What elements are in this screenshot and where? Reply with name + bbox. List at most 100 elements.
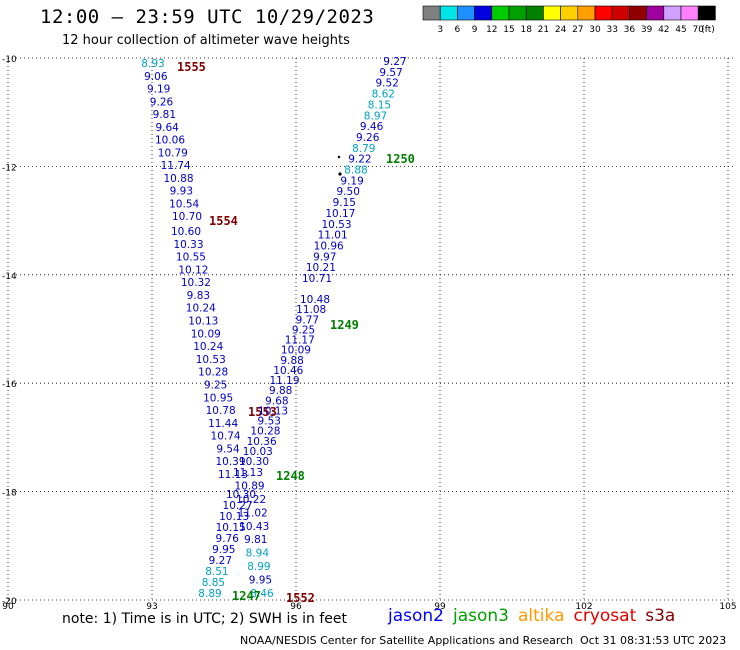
swh-value: 10.09 — [281, 345, 311, 357]
swh-value: 11.01 — [318, 230, 348, 242]
swh-value: 9.25 — [292, 324, 315, 336]
map-title: 12:00 — 23:59 UTC 10/29/2023 — [40, 6, 375, 28]
swh-value: 8.15 — [368, 99, 391, 111]
swh-value: 9.25 — [204, 379, 227, 391]
units-note: note: 1) Time is in UTC; 2) SWH is in fe… — [62, 611, 348, 627]
colorbar-label: 27 — [572, 25, 583, 35]
swh-value: 10.88 — [163, 173, 193, 185]
swh-value: 8.99 — [247, 561, 270, 573]
swh-value: 8.46 — [250, 588, 274, 600]
swh-value: 10.06 — [155, 135, 185, 147]
credit-line: NOAA/NESDIS Center for Satellite Applica… — [240, 634, 574, 647]
colorbar-label: 45 — [675, 25, 686, 35]
colorbar-label: 33 — [606, 25, 617, 35]
swh-value: 10.24 — [186, 303, 216, 315]
swh-value: 11.19 — [269, 375, 299, 387]
lon-label: 105 — [719, 602, 736, 610]
swh-value: 10.13 — [258, 405, 288, 417]
pass-time-label: 1249 — [330, 318, 359, 332]
lon-label: 90 — [2, 602, 14, 610]
swh-value: 11.08 — [296, 304, 326, 316]
swh-value: 9.88 — [269, 385, 292, 397]
swh-value: 11.17 — [285, 335, 315, 347]
swh-value: 9.06 — [144, 71, 168, 83]
swh-value: 9.26 — [356, 132, 380, 144]
colorbar-label: 39 — [641, 25, 653, 35]
legend-s3a: s3a — [645, 606, 676, 626]
track-1249: 10.4811.089.779.2511.1710.099.8810.4611.… — [239, 294, 359, 468]
swh-value: 9.95 — [212, 544, 235, 556]
legend-jason2: jason2 — [388, 606, 444, 626]
swh-value: 11.02 — [238, 507, 268, 519]
colorbar-label: 24 — [555, 25, 567, 35]
pass-time-label: 1553 — [248, 405, 277, 419]
pass-time-label: 1247 — [232, 589, 261, 603]
pass-time-label: 1555 — [177, 60, 206, 74]
swh-value: 9.27 — [209, 555, 232, 567]
colorbar-swatch — [697, 5, 716, 21]
colorbar-label: 3 — [437, 25, 443, 35]
swh-value: 11.44 — [208, 418, 238, 430]
swh-value: 8.93 — [141, 58, 164, 70]
swh-value: 10.32 — [181, 277, 211, 289]
colorbar-unit: (ft) — [701, 25, 715, 35]
swh-value: 8.62 — [372, 89, 395, 101]
lat-label: -10 — [2, 55, 17, 65]
swh-value: 9.52 — [376, 78, 399, 90]
generation-timestamp: Oct 31 08:31:53 UTC 2023 — [580, 634, 727, 647]
colorbar-label: 12 — [486, 25, 497, 35]
swh-value: 10.60 — [171, 226, 201, 238]
colorbar-label: 70 — [692, 25, 704, 35]
lon-label: 102 — [575, 602, 592, 610]
swh-value: 9.46 — [360, 121, 384, 133]
swh-value: 10.95 — [203, 392, 233, 404]
lat-label: -14 — [2, 272, 17, 282]
swh-value: 10.54 — [169, 198, 199, 210]
swh-value: 10.53 — [321, 219, 351, 231]
swh-value: 9.53 — [258, 416, 281, 428]
swh-value: 10.13 — [188, 316, 218, 328]
swh-value: 9.95 — [249, 575, 272, 587]
swh-value: 9.27 — [383, 56, 406, 68]
swh-value: 9.68 — [265, 395, 288, 407]
colorbar-label: 18 — [520, 25, 532, 35]
swh-value: 10.15 — [216, 522, 246, 534]
colorbar-label: 6 — [455, 25, 461, 35]
swh-value: 11.13 — [218, 469, 248, 481]
swh-value: 9.57 — [379, 67, 402, 79]
lat-label: -12 — [2, 163, 17, 173]
legend-altika: altika — [518, 606, 565, 626]
swh-value: 10.78 — [206, 405, 236, 417]
swh-value: 10.28 — [250, 426, 280, 438]
map-subtitle: 12 hour collection of altimeter wave hei… — [62, 33, 350, 48]
track-marker — [338, 172, 342, 176]
swh-value: 10.09 — [191, 328, 221, 340]
swh-value: 9.88 — [280, 355, 303, 367]
swh-value: 10.03 — [243, 446, 273, 458]
colorbar-label: 15 — [503, 25, 514, 35]
swh-value: 8.79 — [352, 143, 375, 155]
lat-label: -20 — [2, 597, 17, 607]
colorbar-label: 9 — [472, 25, 478, 35]
swh-value: 9.83 — [187, 290, 210, 302]
swh-value: 10.22 — [236, 494, 266, 506]
swh-value: 9.19 — [147, 84, 170, 96]
track-1247: 1247 — [232, 589, 261, 603]
swh-value: 9.64 — [155, 122, 179, 134]
swh-colorbar: 3 6 9 12 15 18 21 24 27 30 33 36 39 42 45 70(ft) — [422, 5, 716, 35]
swh-value: 10.21 — [306, 262, 336, 274]
colorbar-label: 42 — [658, 25, 669, 35]
swh-value: 9.19 — [340, 175, 363, 187]
swh-value: 10.30 — [226, 489, 256, 501]
lon-label: 99 — [434, 602, 446, 610]
swh-value: 9.77 — [296, 314, 319, 326]
swh-value: 11.74 — [161, 160, 191, 172]
lat-label: -16 — [2, 380, 17, 390]
colorbar-label: 30 — [589, 25, 601, 35]
swh-value: 10.96 — [314, 240, 344, 252]
swh-value: 8.85 — [202, 577, 225, 589]
track-1555: 8.939.069.199.269.819.6410.0610.7911.741… — [141, 58, 206, 223]
swh-value: 9.81 — [244, 534, 267, 546]
